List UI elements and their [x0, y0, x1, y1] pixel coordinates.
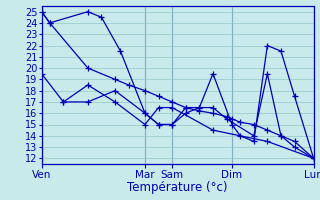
X-axis label: Température (°c): Température (°c)	[127, 181, 228, 194]
